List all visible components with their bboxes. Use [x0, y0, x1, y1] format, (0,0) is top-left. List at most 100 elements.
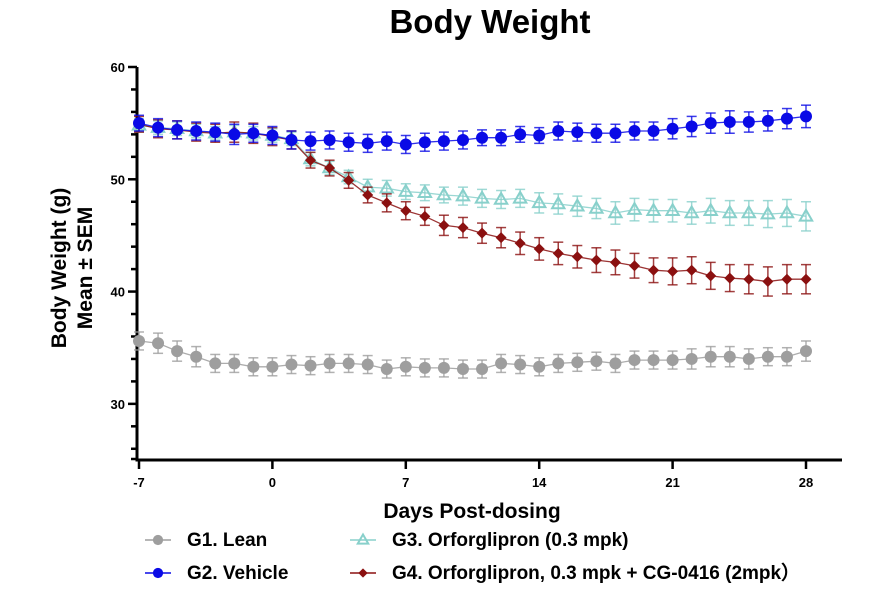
- y-tick-label: 50: [111, 172, 125, 187]
- series-1-point: [571, 356, 584, 369]
- legend-item-1: G1. Lean: [145, 530, 267, 551]
- series-2-point: [266, 129, 279, 142]
- x-tick-label: 14: [532, 475, 547, 490]
- series-2-point: [685, 120, 698, 133]
- series-2-point: [704, 117, 717, 130]
- series-4-point: [438, 219, 450, 231]
- series-1-point: [533, 360, 546, 373]
- series-1-point: [399, 360, 412, 373]
- series-2-point: [304, 135, 317, 148]
- legend: G1. Lean G2. Vehicle G3. Orforglipron (0.3…: [145, 530, 800, 584]
- series-1-point: [456, 363, 469, 376]
- x-tick-label: -7: [133, 475, 145, 490]
- series-2-point: [361, 137, 374, 150]
- series-1-point: [361, 358, 374, 371]
- series-1-point: [590, 355, 603, 368]
- series-4-point: [648, 264, 660, 276]
- series-1-point: [666, 354, 679, 367]
- series-1-point: [742, 352, 755, 365]
- series-4-point: [362, 189, 374, 201]
- y-tick-label: 60: [111, 60, 125, 75]
- series-2-point: [380, 135, 393, 148]
- chart-title: Body Weight: [389, 3, 590, 40]
- series-2-point: [133, 117, 145, 130]
- series-1-point: [628, 354, 641, 367]
- series-1-point: [437, 361, 450, 374]
- series-1-point: [685, 352, 698, 365]
- series-4-point: [724, 272, 736, 284]
- series-2-point: [342, 136, 355, 149]
- series-2-point: [437, 135, 450, 148]
- legend-label: G3. Orforglipron (0.3 mpk): [392, 530, 628, 551]
- series-3-point: [664, 202, 681, 216]
- series-3-point: [436, 186, 452, 201]
- series-2-point: [190, 125, 203, 138]
- x-tick-label: 28: [799, 475, 813, 490]
- legend-label: G2. Vehicle: [187, 563, 288, 584]
- series-2-point: [609, 127, 622, 140]
- legend-marker: [356, 532, 370, 545]
- series-2-point: [399, 138, 412, 151]
- series-3-point: [397, 183, 414, 197]
- series-1-point: [266, 360, 279, 373]
- series-2-point: [533, 129, 546, 142]
- series-3-point: [588, 199, 605, 214]
- series-2-point: [647, 125, 660, 138]
- series-1-point: [323, 357, 336, 370]
- series-4-point: [743, 273, 755, 285]
- series-4-point: [476, 227, 488, 239]
- series-4-point: [781, 273, 793, 285]
- series-4-point: [343, 174, 355, 186]
- series-3-point: [474, 189, 490, 204]
- legend-marker: [152, 534, 164, 546]
- series-1-point: [800, 345, 812, 358]
- x-tick-label: 0: [269, 475, 276, 490]
- series-1-point: [495, 357, 508, 370]
- series-2-point: [628, 125, 641, 138]
- series-4-point: [800, 273, 812, 285]
- series-4-point: [590, 254, 602, 266]
- series-4-point: [381, 197, 393, 209]
- series-1-point: [209, 357, 222, 370]
- series-2-point: [456, 133, 469, 146]
- series-3-point: [493, 190, 509, 205]
- series-2-point: [761, 114, 774, 127]
- series-2-point: [171, 123, 184, 136]
- x-tick-label: 7: [402, 475, 409, 490]
- series-4-point: [628, 260, 640, 272]
- series-2-point: [514, 128, 527, 141]
- series-4-point: [552, 247, 564, 259]
- series-1-point: [761, 350, 774, 363]
- series-2-point: [247, 127, 260, 140]
- legend-marker: [152, 567, 164, 579]
- series-4-point: [705, 270, 717, 282]
- series-3-point: [550, 195, 567, 210]
- series-3-point: [531, 194, 548, 209]
- series-2-point: [742, 116, 755, 129]
- series-1-point: [476, 363, 489, 376]
- series-layer: [131, 104, 814, 379]
- legend-item-2: G2. Vehicle: [145, 563, 288, 584]
- y-axis-label: Body Weight (g) Mean ± SEM: [48, 188, 97, 349]
- series-4-point: [514, 237, 526, 249]
- series-4-point: [571, 251, 583, 263]
- series-1-point: [304, 359, 317, 372]
- series-4-point: [305, 154, 317, 166]
- series-4-point: [457, 222, 469, 234]
- series-1-point: [152, 337, 165, 350]
- series-3-point: [779, 204, 795, 219]
- y-tick-label: 30: [111, 397, 125, 412]
- series-4-line: [138, 123, 806, 283]
- series-1-point: [190, 350, 203, 363]
- series-2-point: [152, 121, 165, 134]
- series-2-point: [723, 116, 736, 129]
- series-3-point: [416, 184, 433, 198]
- series-2-point: [476, 131, 489, 144]
- series-3-point: [512, 189, 529, 204]
- series-1-point: [723, 350, 736, 363]
- series-2-point: [495, 131, 508, 144]
- series-3-point: [740, 204, 757, 219]
- legend-item-4: G4. Orforglipron, 0.3 mpk + CG-0416 (2mp…: [350, 561, 800, 584]
- series-2-point: [666, 122, 679, 135]
